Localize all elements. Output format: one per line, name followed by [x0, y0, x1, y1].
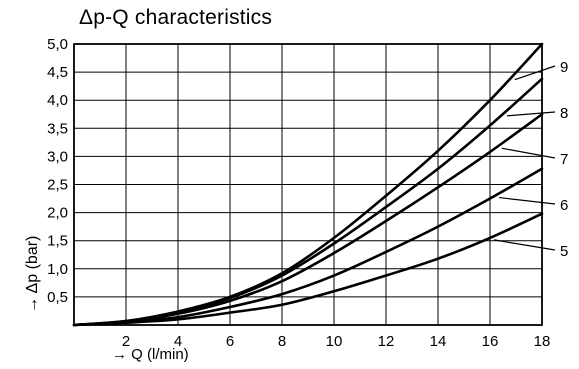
series-line-8 [72, 77, 544, 327]
x-tick-label: 10 [326, 333, 343, 350]
plot-frame [73, 43, 543, 326]
y-tick-label: 3,0 [47, 148, 68, 165]
series-leader-6 [499, 196, 556, 205]
series-line-9 [72, 42, 544, 327]
x-tick-label: 4 [174, 333, 182, 350]
chart-title: Δp-Q characteristics [79, 6, 273, 29]
x-tick-label: 16 [482, 333, 499, 350]
x-tick-label: 2 [122, 333, 130, 350]
x-tick-label: 14 [430, 333, 447, 350]
curves [72, 42, 544, 327]
series-leader-5 [493, 239, 556, 251]
y-tick-label: 2,5 [47, 177, 68, 194]
grid [74, 44, 542, 325]
series-line-7 [72, 112, 544, 327]
series-label-7: 7 [560, 151, 568, 168]
series-label-5: 5 [560, 243, 568, 260]
series-label-8: 8 [560, 105, 568, 122]
x-tick-label: 18 [534, 333, 551, 350]
series-leader-8 [506, 111, 556, 117]
y-tick-label: 5,0 [47, 36, 68, 53]
series-label-6: 6 [560, 197, 568, 214]
y-tick-label: 2,0 [47, 205, 68, 222]
series-line-6 [72, 167, 544, 327]
series-line-5 [72, 212, 544, 327]
y-tick-label: 4,0 [47, 92, 68, 109]
tick-labels: 2 4 6 8 10 12 14 16 18 0,5 1,0 1,5 2,0 2,5 3,0 3,5 4,0 4,… [47, 36, 550, 350]
x-tick-label: 12 [378, 333, 395, 350]
y-tick-label: 3,5 [47, 120, 68, 137]
y-tick-label: 1,0 [47, 261, 68, 278]
y-axis-label: → Δp (bar) [24, 235, 41, 313]
x-axis-label: → Q (l/min) [112, 346, 189, 363]
y-tick-label: 0,5 [47, 289, 68, 306]
y-tick-label: 4,5 [47, 64, 68, 81]
series-labels: 5 6 7 8 9 [493, 59, 568, 260]
x-tick-label: 8 [278, 333, 286, 350]
y-tick-label: 1,5 [47, 233, 68, 250]
plot-border [73, 43, 543, 326]
series-leader-9 [514, 65, 556, 81]
x-tick-label: 6 [226, 333, 234, 350]
series-leader-7 [501, 147, 556, 159]
series-label-9: 9 [560, 59, 568, 76]
